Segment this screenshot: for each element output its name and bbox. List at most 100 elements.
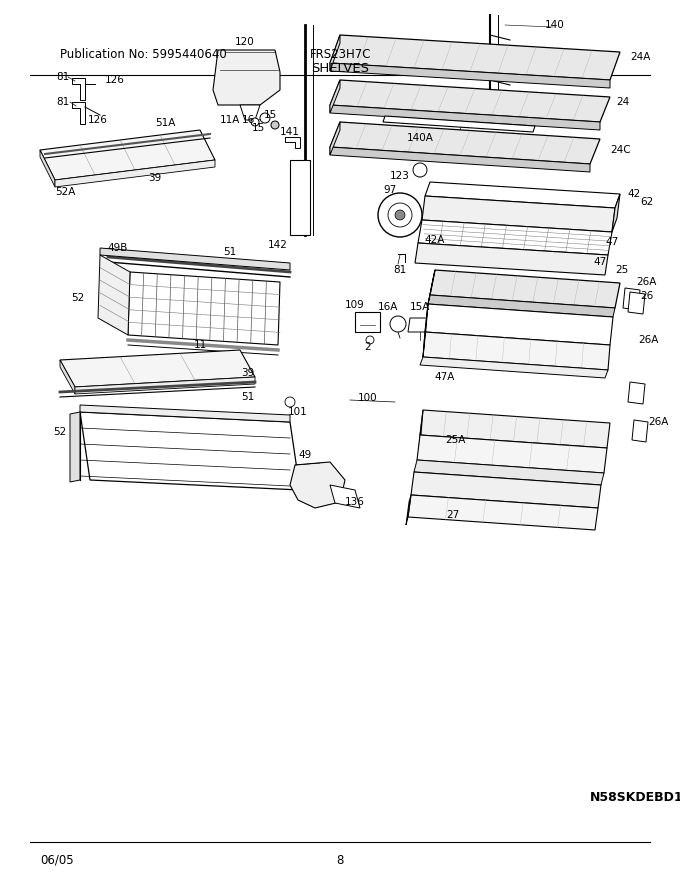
- Polygon shape: [60, 350, 255, 387]
- Text: 16: 16: [241, 115, 254, 125]
- Text: 52A: 52A: [55, 187, 75, 197]
- Polygon shape: [290, 462, 345, 508]
- Polygon shape: [411, 472, 601, 508]
- Polygon shape: [98, 255, 130, 335]
- Text: 24C: 24C: [610, 145, 630, 155]
- Circle shape: [413, 163, 427, 177]
- Text: 100: 100: [358, 393, 378, 403]
- Polygon shape: [408, 318, 430, 332]
- Circle shape: [390, 316, 406, 332]
- Polygon shape: [420, 357, 608, 378]
- Polygon shape: [415, 243, 608, 275]
- Polygon shape: [330, 80, 340, 113]
- Text: 52: 52: [71, 293, 84, 303]
- Polygon shape: [290, 160, 310, 235]
- Polygon shape: [430, 270, 620, 308]
- Text: 26A: 26A: [636, 277, 656, 287]
- Text: 136: 136: [345, 497, 365, 507]
- Polygon shape: [72, 78, 85, 100]
- Polygon shape: [612, 194, 620, 232]
- Text: FRS23H7C: FRS23H7C: [310, 48, 371, 61]
- Circle shape: [271, 121, 279, 129]
- Polygon shape: [40, 150, 55, 187]
- Polygon shape: [330, 485, 360, 508]
- Text: 126: 126: [88, 115, 108, 125]
- Polygon shape: [128, 272, 280, 345]
- Polygon shape: [428, 270, 435, 304]
- Polygon shape: [80, 412, 300, 490]
- Circle shape: [251, 118, 259, 126]
- Polygon shape: [422, 196, 615, 232]
- Polygon shape: [423, 304, 428, 357]
- Polygon shape: [623, 288, 640, 310]
- Polygon shape: [408, 495, 598, 530]
- Circle shape: [395, 210, 405, 220]
- Text: 24: 24: [616, 97, 629, 107]
- Text: 51: 51: [241, 392, 254, 402]
- Polygon shape: [425, 182, 620, 208]
- Text: 81: 81: [393, 265, 407, 275]
- Polygon shape: [418, 220, 612, 255]
- Polygon shape: [72, 102, 85, 124]
- Text: 141: 141: [280, 127, 300, 137]
- Text: N58SKDEBD1: N58SKDEBD1: [590, 790, 680, 803]
- Polygon shape: [330, 147, 590, 172]
- Polygon shape: [383, 116, 535, 132]
- Text: 81: 81: [56, 72, 69, 82]
- Text: 47: 47: [605, 237, 618, 247]
- Polygon shape: [418, 410, 423, 460]
- Text: 42A: 42A: [425, 235, 445, 245]
- Text: 142: 142: [268, 240, 288, 250]
- Text: 26A: 26A: [648, 417, 668, 427]
- Polygon shape: [55, 160, 215, 187]
- Text: 52: 52: [53, 427, 67, 437]
- Text: 16A: 16A: [378, 302, 398, 312]
- Circle shape: [285, 397, 295, 407]
- Polygon shape: [423, 332, 610, 370]
- Polygon shape: [213, 50, 280, 105]
- Circle shape: [388, 203, 412, 227]
- Text: 2: 2: [364, 342, 371, 352]
- Text: 24A: 24A: [630, 52, 650, 62]
- Polygon shape: [355, 312, 380, 332]
- Polygon shape: [330, 35, 620, 80]
- Text: 51A: 51A: [155, 118, 175, 128]
- Text: 15: 15: [252, 123, 265, 133]
- Text: 140A: 140A: [407, 133, 433, 143]
- Text: 97: 97: [384, 185, 396, 195]
- Polygon shape: [330, 63, 610, 88]
- Text: 27: 27: [446, 510, 460, 520]
- Text: 39: 39: [241, 368, 254, 378]
- Text: 109: 109: [345, 300, 365, 310]
- Polygon shape: [330, 122, 600, 164]
- Text: SHELVES: SHELVES: [311, 62, 369, 75]
- Polygon shape: [80, 405, 290, 422]
- Polygon shape: [330, 122, 340, 155]
- Text: 51: 51: [223, 247, 237, 257]
- Text: 8: 8: [337, 854, 343, 867]
- Polygon shape: [100, 248, 290, 270]
- Circle shape: [378, 193, 422, 237]
- Text: 39: 39: [148, 173, 162, 183]
- Text: 126: 126: [105, 75, 125, 85]
- Polygon shape: [425, 304, 613, 345]
- Text: 49: 49: [299, 450, 311, 460]
- Polygon shape: [75, 377, 255, 394]
- Polygon shape: [330, 105, 600, 130]
- Text: 25A: 25A: [445, 435, 465, 445]
- Text: 25: 25: [615, 265, 628, 275]
- Text: 81: 81: [56, 97, 69, 107]
- Polygon shape: [40, 130, 215, 180]
- Polygon shape: [60, 360, 75, 394]
- Text: 120: 120: [235, 37, 255, 47]
- Text: 11: 11: [193, 340, 207, 350]
- Text: 42: 42: [627, 189, 641, 199]
- Text: 123: 123: [390, 171, 410, 181]
- Text: 62: 62: [640, 197, 653, 207]
- Polygon shape: [632, 420, 648, 442]
- Polygon shape: [420, 410, 610, 448]
- Text: Publication No: 5995440640: Publication No: 5995440640: [60, 48, 226, 61]
- Text: 15: 15: [263, 110, 277, 120]
- Polygon shape: [417, 435, 607, 473]
- Circle shape: [260, 113, 270, 123]
